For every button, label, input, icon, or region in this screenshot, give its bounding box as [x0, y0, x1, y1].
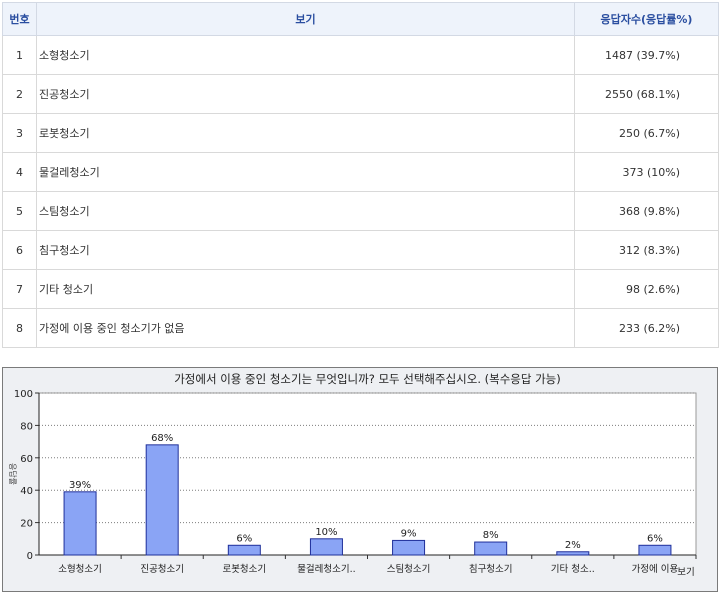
data-label: 39%: [69, 480, 91, 491]
x-tick-label: 물걸레청소기..: [297, 563, 355, 575]
row-label: 스팀청소기: [36, 191, 575, 231]
row-label: 소형청소기: [36, 35, 575, 75]
x-tick-label: 로봇청소기: [222, 564, 266, 575]
row-count: 373 (10%): [574, 152, 719, 192]
row-count: 368 (9.8%): [574, 191, 719, 231]
x-axis-label: 보기: [677, 567, 694, 578]
data-label: 8%: [483, 530, 499, 541]
row-count: 312 (8.3%): [574, 230, 719, 270]
table-row: 8 가정에 이용 중인 청소기가 없음 233 (6.2%): [2, 308, 719, 348]
bar: [556, 551, 590, 556]
y-tick-label: 60: [20, 454, 33, 465]
row-no: 3: [2, 113, 37, 153]
header-label: 보기: [36, 2, 575, 36]
plot-area: [38, 392, 697, 556]
y-tick-label: 80: [20, 421, 33, 432]
row-no: 8: [2, 308, 37, 348]
table-header-row: 번호 보기 응답자수(응답률%): [2, 2, 719, 36]
bar: [227, 544, 261, 556]
table-row: 6 침구청소기 312 (8.3%): [2, 230, 719, 270]
row-label: 침구청소기: [36, 230, 575, 270]
data-label: 2%: [565, 540, 581, 551]
y-tick-label: 0: [27, 551, 33, 562]
table-row: 1 소형청소기 1487 (39.7%): [2, 35, 719, 75]
bar: [145, 444, 179, 556]
x-tick-label: 소형청소기: [58, 564, 102, 575]
results-table: 번호 보기 응답자수(응답률%) 1 소형청소기 1487 (39.7%) 2 …: [2, 2, 719, 348]
row-label: 가정에 이용 중인 청소기가 없음: [36, 308, 575, 348]
row-count: 250 (6.7%): [574, 113, 719, 153]
x-tick-label: 스팀청소기: [387, 563, 431, 575]
row-label: 물걸레청소기: [36, 152, 575, 192]
row-label: 로봇청소기: [36, 113, 575, 153]
row-count: 1487 (39.7%): [574, 35, 719, 75]
header-count: 응답자수(응답률%): [574, 2, 719, 36]
row-count: 98 (2.6%): [574, 269, 719, 309]
data-label: 6%: [236, 533, 252, 544]
row-count: 2550 (68.1%): [574, 74, 719, 114]
row-no: 4: [2, 152, 37, 192]
bar: [309, 538, 343, 556]
row-no: 7: [2, 269, 37, 309]
data-label: 10%: [315, 527, 337, 538]
row-label: 진공청소기: [36, 74, 575, 114]
data-label: 9%: [401, 528, 417, 539]
bar: [638, 544, 672, 556]
x-tick-label: 침구청소기: [469, 564, 513, 575]
y-tick-label: 20: [20, 519, 33, 530]
row-no: 1: [2, 35, 37, 75]
data-label: 68%: [151, 433, 173, 444]
chart-panel: 가정에서 이용 중인 청소기는 무엇입니까? 모두 선택해주십시오. (복수응답…: [2, 367, 718, 592]
x-tick-label: 진공청소기: [140, 564, 184, 575]
table-row: 5 스팀청소기 368 (9.8%): [2, 191, 719, 231]
x-tick-label: 가정에 이용: [632, 564, 679, 575]
table-row: 2 진공청소기 2550 (68.1%): [2, 74, 719, 114]
table-row: 7 기타 청소기 98 (2.6%): [2, 269, 719, 309]
row-no: 5: [2, 191, 37, 231]
y-axis-label: 응답률: [8, 463, 18, 485]
row-label: 기타 청소기: [36, 269, 575, 309]
bar: [63, 491, 97, 556]
header-no: 번호: [2, 2, 37, 36]
data-label: 6%: [647, 533, 663, 544]
row-no: 6: [2, 230, 37, 270]
bar: [392, 539, 426, 556]
bar: [474, 541, 508, 556]
row-no: 2: [2, 74, 37, 114]
y-tick-label: 40: [20, 486, 33, 497]
y-tick-label: 100: [14, 389, 33, 400]
table-row: 4 물걸레청소기 373 (10%): [2, 152, 719, 192]
bar-chart: 가정에서 이용 중인 청소기는 무엇입니까? 모두 선택해주십시오. (복수응답…: [8, 372, 697, 578]
x-tick-label: 기타 청소..: [551, 564, 595, 575]
row-count: 233 (6.2%): [574, 308, 719, 348]
table-row: 3 로봇청소기 250 (6.7%): [2, 113, 719, 153]
chart-title: 가정에서 이용 중인 청소기는 무엇입니까? 모두 선택해주십시오. (복수응답…: [174, 372, 561, 386]
